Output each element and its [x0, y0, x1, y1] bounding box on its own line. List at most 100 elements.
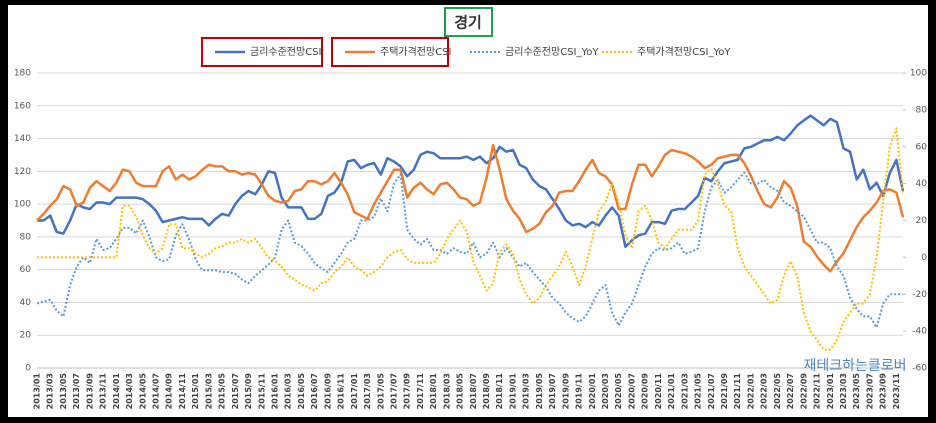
x-tick-label: 2022/11: [813, 373, 822, 410]
x-tick-label: 2017/01: [350, 373, 359, 410]
y-tick-label: 0: [25, 364, 31, 374]
y-tick-label: 40: [20, 298, 32, 308]
highlight-box: [201, 37, 323, 67]
series-line: [37, 114, 905, 248]
x-tick-label: 2013/05: [59, 373, 68, 410]
x-tick-label: 2014/01: [112, 373, 121, 410]
x-tick-label: 2020/01: [588, 373, 597, 410]
y2-tick-label: 80: [916, 105, 928, 115]
x-tick-label: 2014/05: [138, 373, 147, 410]
x-tick-label: 2021/03: [680, 373, 689, 409]
x-tick-label: 2013/07: [72, 373, 81, 409]
y-tick-label: 180: [14, 69, 31, 79]
x-tick-label: 2022/09: [799, 373, 808, 410]
x-tick-label: 2017/03: [363, 373, 372, 409]
x-tick-label: 2023/05: [852, 373, 861, 410]
y-tick-label: 140: [14, 134, 31, 144]
x-tick-label: 2015/07: [231, 373, 240, 409]
x-tick-label: 2016/05: [297, 373, 306, 410]
x-tick-label: 2015/01: [191, 373, 200, 410]
x-tick-label: 2019/09: [561, 373, 570, 410]
x-tick-label: 2023/11: [892, 373, 901, 410]
x-tick-label: 2017/11: [416, 373, 425, 410]
x-tick-label: 2020/11: [654, 373, 663, 410]
x-tick-label: 2022/01: [746, 373, 755, 410]
y-tick-label: 100: [14, 200, 31, 210]
y-tick-label: 80: [20, 232, 32, 242]
x-tick-label: 2022/03: [760, 373, 769, 409]
legend-label: 주택가격전망CSI_YoY: [637, 45, 731, 58]
y-tick-label: 20: [20, 331, 32, 341]
x-tick-label: 2019/05: [535, 373, 544, 410]
y2-tick-label: -20: [912, 290, 927, 300]
x-tick-label: 2013/01: [33, 373, 42, 410]
x-tick-label: 2021/09: [720, 373, 729, 410]
legend-label: 금리수준전망CSI: [250, 46, 321, 58]
x-tick-label: 2014/03: [125, 373, 134, 409]
x-tick-label: 2015/03: [204, 373, 213, 409]
x-tick-label: 2015/09: [244, 373, 253, 410]
y2-tick-label: 100: [910, 69, 927, 79]
x-tick-label: 2023/01: [826, 373, 835, 410]
x-tick-label: 2018/09: [482, 373, 491, 410]
x-tick-label: 2020/03: [601, 373, 610, 409]
x-tick-label: 2014/09: [165, 373, 174, 410]
legend-label: 금리수준전망CSI_YoY: [505, 46, 599, 58]
x-tick-label: 2015/11: [257, 373, 266, 410]
x-tick-label: 2013/11: [99, 373, 108, 410]
x-tick-label: 2014/07: [151, 373, 160, 409]
x-tick-label: 2022/05: [773, 373, 782, 410]
chart-title: 경기: [454, 14, 482, 32]
x-tick-label: 2017/05: [376, 373, 385, 410]
x-tick-label: 2014/11: [178, 373, 187, 410]
x-tick-label: 2018/01: [429, 373, 438, 410]
x-tick-label: 2023/03: [839, 373, 848, 409]
chart-area: [8, 5, 928, 417]
x-tick-label: 2016/09: [323, 373, 332, 410]
y2-tick-label: 0: [921, 253, 927, 263]
x-tick-label: 2019/01: [508, 373, 517, 410]
y-tick-label: 120: [14, 167, 31, 177]
legend-label: 주택가격전망CSI: [380, 45, 451, 58]
x-tick-label: 2019/07: [548, 373, 557, 409]
x-tick-label: 2021/05: [694, 373, 703, 410]
x-tick-label: 2016/11: [337, 373, 346, 410]
x-tick-label: 2020/09: [641, 373, 650, 410]
x-tick-label: 2013/03: [46, 373, 55, 409]
x-tick-label: 2017/07: [389, 373, 398, 409]
x-tick-label: 2023/07: [865, 373, 874, 409]
x-tick-label: 2021/11: [733, 373, 742, 410]
x-tick-label: 2021/01: [667, 373, 676, 410]
series-line: [36, 171, 903, 329]
x-tick-label: 2018/11: [495, 373, 504, 410]
x-tick-label: 2016/01: [270, 373, 279, 410]
title-box: [444, 7, 493, 37]
x-tick-label: 2016/07: [310, 373, 319, 409]
x-tick-label: 2020/05: [614, 373, 623, 410]
y2-tick-label: 40: [916, 179, 928, 189]
series-line: [37, 127, 904, 351]
x-tick-label: 2022/07: [786, 373, 795, 409]
x-tick-label: 2019/11: [575, 373, 584, 410]
y-tick-label: 60: [20, 265, 32, 275]
y2-tick-label: -60: [912, 364, 927, 374]
x-tick-label: 2013/09: [85, 373, 94, 410]
x-tick-label: 2018/05: [456, 373, 465, 410]
x-tick-label: 2018/07: [469, 373, 478, 409]
y2-tick-label: -40: [912, 327, 927, 337]
x-tick-label: 2015/05: [218, 373, 227, 410]
y2-tick-label: 60: [916, 142, 928, 152]
series-line: [36, 143, 905, 273]
x-tick-label: 2021/07: [707, 373, 716, 409]
x-tick-label: 2020/07: [627, 373, 636, 409]
highlight-box: [331, 37, 449, 67]
y2-tick-label: 20: [916, 216, 928, 226]
x-tick-label: 2019/03: [522, 373, 531, 409]
watermark: 재테크하는클로버: [803, 358, 906, 374]
x-tick-label: 2016/03: [284, 373, 293, 409]
x-tick-label: 2017/09: [403, 373, 412, 410]
y-tick-label: 160: [14, 101, 31, 111]
x-tick-label: 2023/09: [879, 373, 888, 410]
x-tick-label: 2018/03: [442, 373, 451, 409]
